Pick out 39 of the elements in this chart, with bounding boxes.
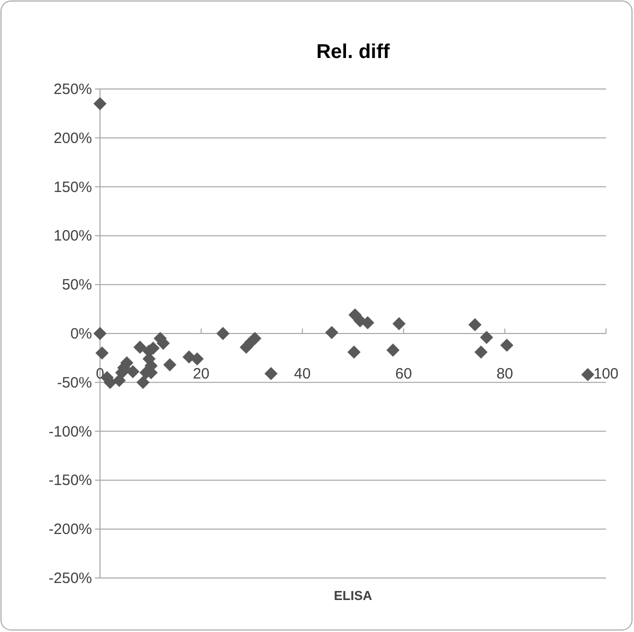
y-tick-label: -50%	[56, 374, 92, 392]
x-tick-label: 100	[593, 366, 619, 382]
y-tick-label: -250%	[48, 570, 92, 587]
point	[474, 346, 488, 359]
point	[216, 326, 230, 340]
y-tick-label: 150%	[54, 178, 92, 196]
point	[126, 365, 140, 378]
point	[264, 367, 278, 380]
point	[136, 376, 150, 389]
point	[93, 326, 107, 340]
chart-title: Rel. diff	[316, 41, 390, 63]
point	[581, 368, 594, 382]
y-tick-label: 100%	[54, 228, 92, 245]
point	[133, 340, 147, 354]
point	[95, 346, 109, 360]
x-tick-label: 80	[496, 366, 514, 382]
point	[480, 330, 494, 344]
x-tick-label: 20	[192, 366, 210, 382]
y-tick-label: -150%	[48, 472, 92, 490]
point	[347, 346, 361, 359]
point	[361, 316, 374, 330]
x-axis-title: ELISA	[334, 588, 373, 603]
y-tick-label: 0%	[70, 326, 92, 342]
y-tick-label: 250%	[54, 81, 92, 98]
point	[325, 326, 338, 340]
point	[468, 318, 482, 332]
y-tick-label: -100%	[48, 423, 92, 440]
point	[190, 352, 204, 366]
point	[392, 317, 406, 330]
x-tick-label: 40	[294, 366, 311, 382]
y-tick-label: 50%	[62, 276, 92, 294]
point	[500, 338, 514, 352]
x-tick-label: 60	[395, 366, 412, 382]
point	[386, 344, 400, 357]
y-tick-label: -200%	[48, 521, 92, 538]
point	[163, 358, 176, 372]
point	[93, 97, 107, 110]
point	[248, 332, 262, 345]
y-tick-label: 200%	[54, 130, 92, 147]
